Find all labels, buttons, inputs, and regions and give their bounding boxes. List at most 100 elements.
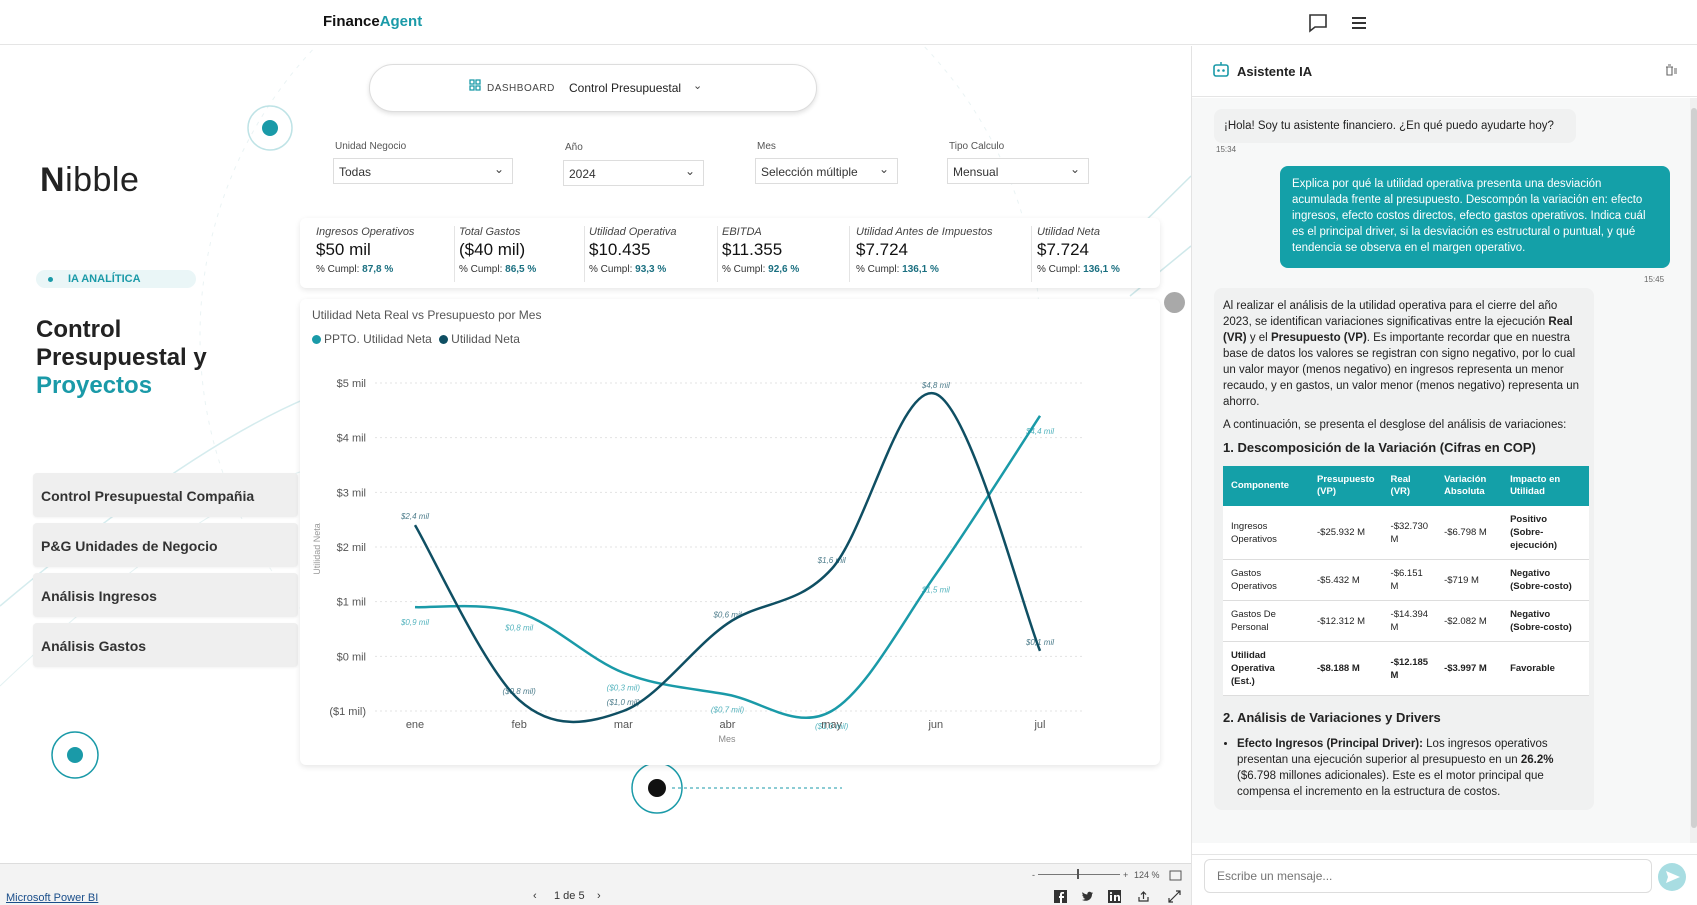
nav-analisis-gastos[interactable]: Análisis Gastos	[33, 623, 298, 667]
menu-icon[interactable]	[1347, 12, 1371, 34]
facebook-icon[interactable]	[1054, 890, 1067, 903]
x-tick-label: may	[821, 719, 842, 731]
ai-header: Asistente IA	[1192, 46, 1697, 97]
nibble-logo: Nibble	[40, 161, 140, 199]
badge-dot-icon	[48, 277, 53, 282]
chat-messages[interactable]: ¡Hola! Soy tu asistente financiero. ¿En …	[1192, 98, 1690, 843]
twitter-icon[interactable]	[1081, 890, 1094, 903]
chart-title: Utilidad Neta Real vs Presupuesto por Me…	[312, 308, 542, 322]
x-tick-label: feb	[512, 719, 527, 731]
data-label: $0,1 mil	[1025, 638, 1054, 647]
chat-input-area	[1192, 854, 1697, 905]
message-time: 15:45	[1644, 275, 1665, 284]
robot-icon	[1213, 62, 1229, 77]
response-heading-1: 1. Descomposición de la Variación (Cifra…	[1223, 440, 1536, 455]
table-row: Gastos Operativos -$5.432 M -$6.151 M -$719…	[1223, 559, 1589, 601]
kpi-utilidad-antes-impuestos: Utilidad Antes de Impuestos $7.724% Cumpl…	[856, 226, 993, 275]
nav-analisis-ingresos[interactable]: Análisis Ingresos	[33, 573, 298, 617]
chevron-down-icon: ⌄	[1069, 162, 1080, 176]
dashboard-label: DASHBOARD	[487, 83, 555, 94]
chart-card: Utilidad Neta Real vs Presupuesto por Me…	[300, 299, 1160, 765]
message-input[interactable]	[1204, 859, 1652, 893]
chart-legend[interactable]: PPTO. Utilidad Neta Utilidad Neta	[312, 332, 520, 346]
legend-marker-real	[439, 335, 449, 344]
prev-page-icon[interactable]: ‹	[533, 890, 537, 902]
chat-scrollbar[interactable]	[1690, 98, 1697, 843]
y-tick-label: $3 mil	[337, 487, 366, 499]
data-label: ($0,7 mil)	[711, 706, 745, 715]
table-row: Utilidad Operativa (Est.) -$8.188 M -$12.1…	[1223, 641, 1589, 696]
share-icon[interactable]	[1137, 890, 1150, 903]
response-paragraph: A continuación, se presenta el desglose …	[1223, 419, 1567, 431]
message-time: 15:34	[1216, 145, 1237, 154]
fit-page-icon[interactable]	[1169, 869, 1182, 882]
y-tick-label: $0 mil	[337, 651, 366, 663]
user-message: Explica por qué la utilidad operativa pr…	[1280, 166, 1670, 268]
y-tick-label: $2 mil	[337, 542, 366, 554]
ai-title: Asistente IA	[1237, 64, 1313, 79]
current-page-select[interactable]: Control Presupuestal	[569, 81, 682, 95]
table-row: Gastos De Personal -$12.312 M -$14.394 M -$…	[1223, 600, 1589, 642]
zoom-slider[interactable]	[1038, 874, 1120, 875]
zoom-slider-thumb[interactable]	[1077, 869, 1079, 879]
kpi-divider	[849, 226, 850, 282]
data-label: $0,6 mil	[712, 611, 741, 620]
data-label: $0,8 mil	[504, 624, 533, 633]
powerbi-link[interactable]: Microsoft Power BI	[6, 892, 99, 904]
variance-table: Componente Presupuesto (VP) Real (VR) Va…	[1223, 466, 1589, 696]
zoom-level: 124 %	[1134, 870, 1160, 880]
kpi-ingresos: Ingresos Operativos $50 mil% Cumpl: 87,8 …	[316, 226, 415, 275]
zoom-minus[interactable]: -	[1032, 870, 1035, 880]
ai-greeting-message: ¡Hola! Soy tu asistente financiero. ¿En …	[1214, 109, 1576, 143]
send-button[interactable]	[1658, 863, 1686, 891]
kpi-card: Ingresos Operativos $50 mil% Cumpl: 87,8 …	[300, 218, 1160, 288]
data-label: $2,4 mil	[400, 512, 429, 521]
list-item: Efecto Ingresos (Principal Driver): Los …	[1237, 736, 1585, 800]
filter-label-ano: Año	[565, 142, 583, 153]
ai-response-message: Al realizar el análisis de la utilidad o…	[1214, 288, 1594, 810]
clear-chat-icon[interactable]	[1664, 63, 1678, 77]
x-axis-label: Mes	[718, 734, 736, 744]
y-tick-label: ($1 mil)	[329, 706, 366, 718]
report-canvas: DASHBOARD Control Presupuestal ⌄ Nibble …	[0, 46, 1191, 863]
filter-mes[interactable]: Selección múltiple ⌄	[755, 158, 898, 184]
nav-pyg-unidades[interactable]: P&G Unidades de Negocio	[33, 523, 298, 567]
x-tick-label: mar	[614, 719, 633, 731]
data-label: ($0,3 mil)	[607, 684, 641, 693]
nav-control-presupuestal[interactable]: Control Presupuestal Compañia	[33, 473, 298, 517]
zoom-plus[interactable]: +	[1123, 870, 1129, 880]
data-label: ($1,0 mil)	[815, 722, 849, 731]
powerbi-footer: - + 124 % Microsoft Power BI ‹ 1 de 5 ›	[0, 863, 1191, 905]
table-header-row: Componente Presupuesto (VP) Real (VR) Va…	[1223, 466, 1589, 506]
filter-unidad-negocio[interactable]: Todas ⌄	[333, 158, 513, 184]
chevron-down-icon: ⌄	[493, 162, 504, 176]
send-icon	[1666, 871, 1680, 883]
scroll-handle[interactable]	[1164, 292, 1185, 313]
chat-scrollbar-thumb[interactable]	[1691, 108, 1697, 828]
data-label: $1,5 mil	[921, 585, 950, 594]
x-tick-label: abr	[720, 719, 736, 731]
filter-tipo-calculo[interactable]: Mensual ⌄	[947, 158, 1089, 184]
response-intro: Al realizar el análisis de la utilidad o…	[1223, 300, 1580, 408]
y-axis-label: Utilidad Neta	[312, 523, 322, 575]
chevron-down-icon[interactable]: ⌄	[693, 80, 703, 92]
ia-analitica-badge: IA ANALÍTICA	[36, 270, 196, 288]
kpi-divider	[584, 226, 585, 282]
kpi-divider	[454, 226, 455, 282]
chat-icon[interactable]	[1306, 12, 1330, 34]
kpi-divider	[717, 226, 718, 282]
legend-marker-ppto	[312, 335, 321, 344]
fullscreen-icon[interactable]	[1168, 890, 1181, 903]
page-navigator[interactable]: DASHBOARD Control Presupuestal ⌄	[369, 64, 817, 112]
data-label: ($0,8 mil)	[502, 687, 536, 696]
table-row: Ingresos Operativos -$25.932 M -$32.730 M-…	[1223, 506, 1589, 560]
page-title: Control Presupuestal y Proyectos	[36, 316, 207, 399]
data-label: $4,4 mil	[1025, 427, 1054, 436]
y-tick-label: $4 mil	[337, 433, 366, 445]
data-label: $4,8 mil	[921, 381, 950, 390]
y-tick-label: $1 mil	[337, 597, 366, 609]
next-page-icon[interactable]: ›	[597, 890, 601, 902]
response-heading-2: 2. Análisis de Variaciones y Drivers	[1223, 710, 1441, 725]
filter-ano[interactable]: 2024 ⌄	[563, 160, 704, 186]
linkedin-icon[interactable]	[1108, 890, 1121, 903]
